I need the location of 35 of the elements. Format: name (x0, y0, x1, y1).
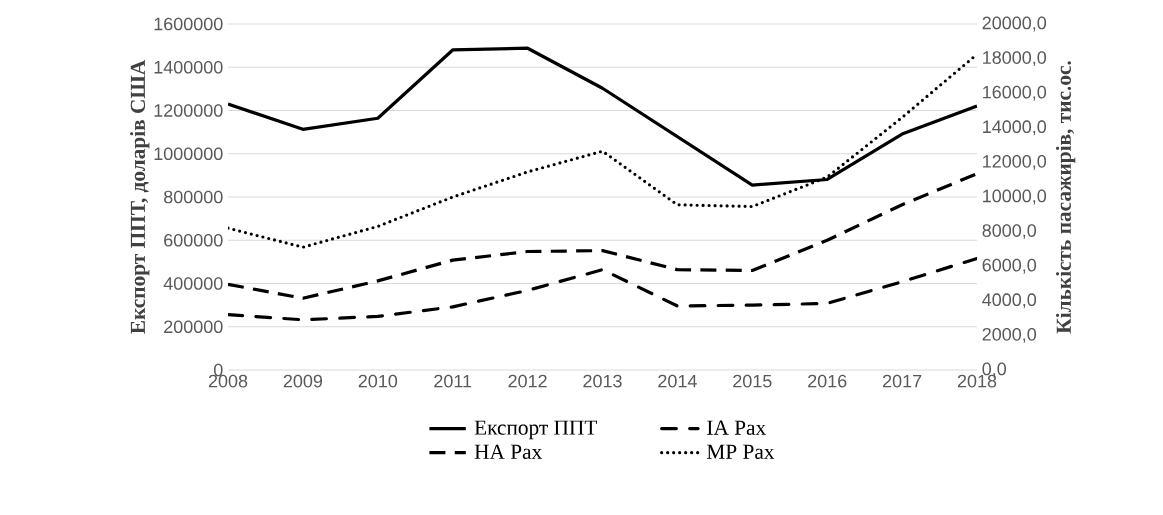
y2-tick-label: 18000,0 (983, 51, 1047, 67)
y-tick-label: 400000 (163, 277, 223, 290)
y-tick-label: 800000 (164, 190, 223, 204)
y-tick-label: 200000 (164, 320, 223, 334)
legend-label: IA Pax (707, 420, 766, 435)
y2-tick-label: 2000,0 (982, 327, 1037, 343)
legend-label: Експорт ППТ (474, 420, 598, 440)
y2-tick-label: 6000,0 (982, 258, 1037, 274)
y2-tick-label: 20000,0 (982, 16, 1047, 32)
x-tick-label: 2014 (658, 374, 697, 388)
y-tick-label: 1000000 (154, 147, 223, 161)
x-tick-label: 2017 (882, 374, 922, 388)
x-tick-label: 2016 (808, 374, 847, 388)
x-tick-label: 2010 (358, 374, 398, 388)
line-series (228, 256, 978, 322)
y-tick-label: 1200000 (154, 104, 223, 117)
y2-tick-label: 8000,0 (982, 224, 1037, 240)
y2-tick-label: 12000,0 (983, 154, 1047, 170)
x-tick-label: 2009 (283, 374, 323, 388)
y2-tick-label: 4000,0 (982, 293, 1037, 309)
y2-tick-label: 14000,0 (983, 120, 1047, 136)
y-axis-title: Експорт ППТ, доларів США (130, 59, 150, 334)
legend-label: HA Pax (474, 444, 542, 459)
x-tick-label: 2011 (434, 374, 472, 388)
y2-axis-title: Кількість пасажирів, тис.ос. (1055, 61, 1076, 334)
y-tick-label: 600000 (164, 233, 223, 247)
line-series (228, 172, 978, 300)
y2-tick-label: 16000,0 (983, 85, 1047, 101)
legend-label: MP Pax (706, 444, 775, 459)
x-tick-label: 2012 (508, 374, 547, 388)
x-tick-label: 2013 (583, 374, 622, 388)
y-tick-label: 1600000 (154, 17, 223, 31)
x-tick-label: 2015 (733, 374, 772, 388)
y-tick-label: 1400000 (154, 60, 223, 74)
y2-tick-label: 10000,0 (983, 189, 1047, 205)
